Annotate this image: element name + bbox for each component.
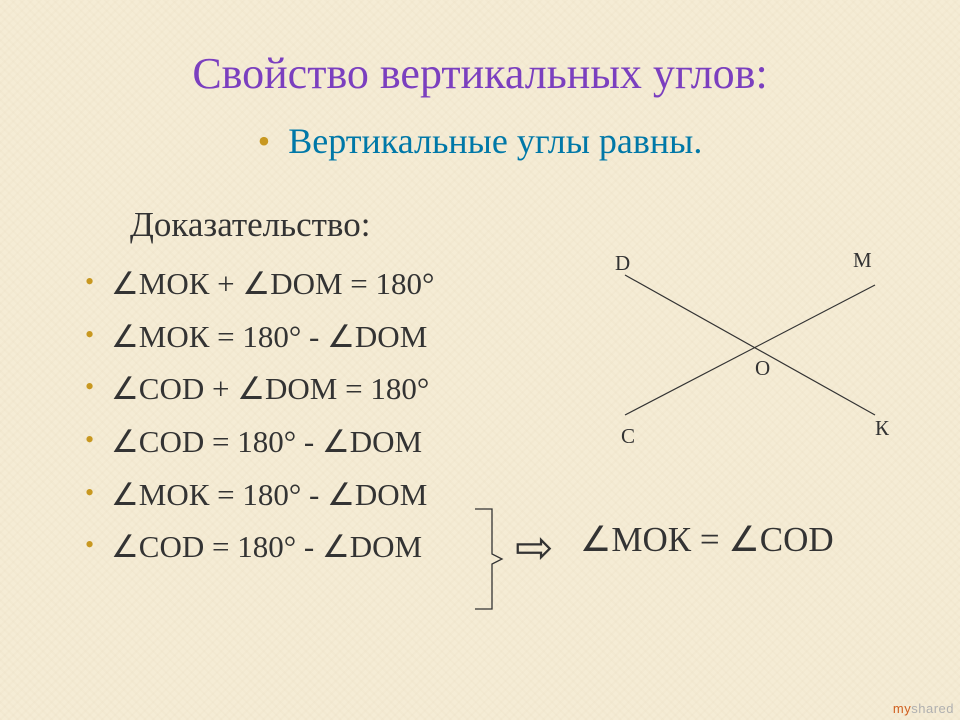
subtitle-text: Вертикальные углы равны. xyxy=(288,121,702,161)
watermark-part2: shared xyxy=(911,701,954,716)
proof-step: ∠СОD = 180° - ∠DОМ xyxy=(75,521,434,574)
diagram-label-d: D xyxy=(615,251,630,275)
diagram-label-o: О xyxy=(755,356,770,380)
watermark: myshared xyxy=(893,701,954,716)
bracket-icon xyxy=(470,504,510,614)
diagram-label-k: К xyxy=(875,416,890,440)
diagram-line-cm xyxy=(625,285,875,415)
proof-step: ∠МОК = 180° - ∠DОМ xyxy=(75,469,434,522)
slide-title: Свойство вертикальных углов: xyxy=(0,48,960,99)
geometry-diagram: D М О С К xyxy=(585,245,905,465)
proof-heading: Доказательство: xyxy=(130,205,370,245)
subtitle-bullet-icon: • xyxy=(258,121,271,161)
proof-step: ∠МОК = 180° - ∠DОМ xyxy=(75,311,434,364)
proof-step: ∠МОК + ∠DОМ = 180° xyxy=(75,258,434,311)
proof-list: ∠МОК + ∠DОМ = 180° ∠МОК = 180° - ∠DОМ ∠С… xyxy=(75,258,434,574)
diagram-line-dk xyxy=(625,275,875,415)
watermark-part1: my xyxy=(893,701,911,716)
conclusion-text: ∠МОК = ∠СОD xyxy=(580,520,834,560)
proof-step: ∠СОD + ∠DОМ = 180° xyxy=(75,363,434,416)
diagram-label-c: С xyxy=(621,424,635,448)
diagram-label-m: М xyxy=(853,248,872,272)
proof-step: ∠СОD = 180° - ∠DОМ xyxy=(75,416,434,469)
slide-subtitle: • Вертикальные углы равны. xyxy=(0,120,960,162)
implies-arrow-icon: ⇨ xyxy=(515,520,554,574)
